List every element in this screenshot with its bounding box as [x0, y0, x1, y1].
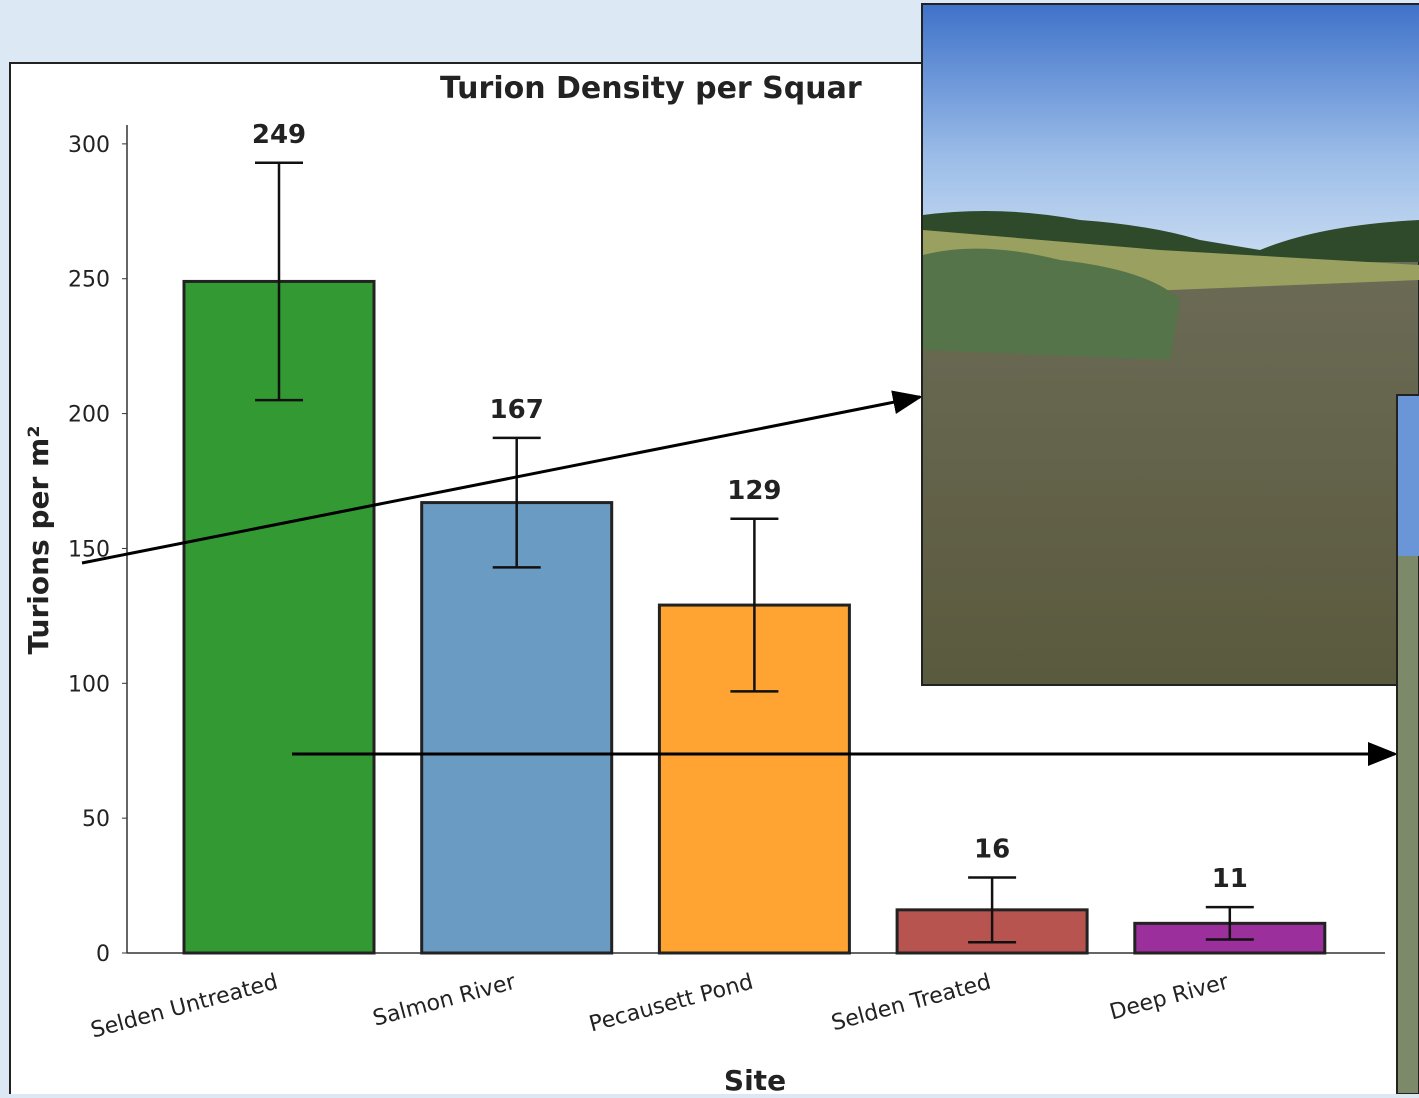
value-label: 249: [252, 120, 306, 150]
y-tick-label: 300: [68, 133, 110, 158]
y-tick-label: 250: [68, 268, 110, 293]
arrow: [81, 390, 923, 565]
value-label: 129: [727, 476, 781, 506]
bar: [420, 501, 614, 955]
y-tick-label: 50: [82, 807, 110, 832]
y-axis-label: Turions per m²: [22, 426, 55, 655]
value-label: 16: [974, 834, 1010, 864]
x-axis-label: Site: [724, 1064, 786, 1094]
y-tick-label: 200: [68, 403, 110, 428]
y-tick-label: 0: [96, 942, 110, 967]
error-bar: [1205, 905, 1254, 941]
error-bar: [492, 436, 541, 569]
chart-title: Turion Density per Squar: [440, 71, 862, 106]
value-label: 167: [490, 395, 544, 425]
photo: [921, 3, 1419, 1095]
y-tick-label: 100: [68, 672, 110, 697]
error-bar: [730, 517, 779, 693]
error-bar: [968, 876, 1017, 944]
error-bar: [255, 161, 303, 402]
value-label: 11: [1212, 864, 1248, 894]
